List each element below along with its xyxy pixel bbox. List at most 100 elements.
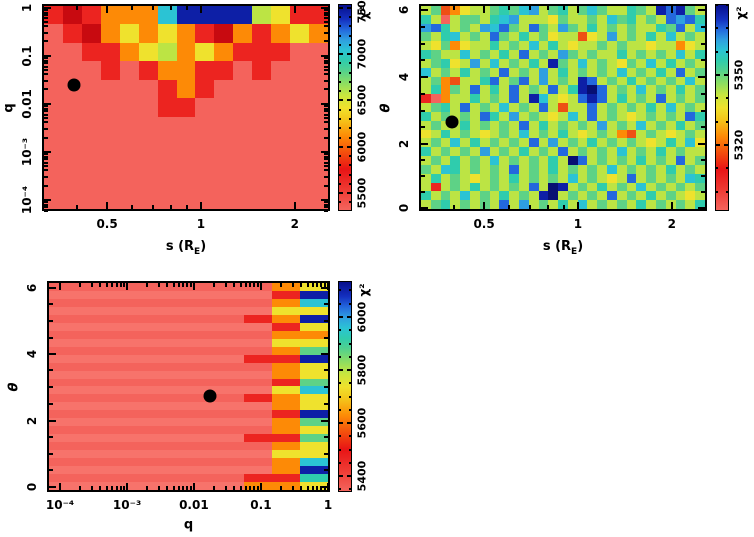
heatmap-cell bbox=[489, 138, 500, 148]
heatmap-cell bbox=[665, 111, 676, 121]
heatmap-cell bbox=[528, 138, 539, 148]
heatmap-cell bbox=[558, 129, 568, 139]
heatmap-cell bbox=[656, 182, 666, 192]
heatmap-cell bbox=[300, 418, 328, 427]
heatmap-cell bbox=[440, 191, 451, 201]
heatmap-cell bbox=[656, 191, 666, 201]
heatmap-cell bbox=[538, 191, 549, 201]
heatmap-cell bbox=[244, 378, 273, 387]
colorbar-minor-tick bbox=[339, 173, 341, 176]
heatmap-cell bbox=[538, 85, 549, 95]
heatmap-cell bbox=[685, 173, 696, 183]
heatmap-cell bbox=[160, 290, 189, 299]
heatmap-cell bbox=[528, 58, 539, 68]
y-minor-tick bbox=[44, 209, 48, 212]
heatmap-cell bbox=[675, 67, 686, 77]
heatmap-cell bbox=[244, 450, 273, 459]
x-minor-tick bbox=[105, 283, 108, 287]
heatmap-cell bbox=[626, 191, 637, 201]
heatmap-cell bbox=[100, 172, 120, 191]
colorbar-minor-tick bbox=[349, 289, 351, 292]
heatmap-cell bbox=[509, 156, 519, 165]
heatmap-cell bbox=[252, 135, 272, 154]
heatmap-cell bbox=[695, 200, 705, 209]
heatmap-cell bbox=[138, 190, 158, 209]
heatmap-cell bbox=[460, 182, 470, 192]
heatmap-cell bbox=[567, 32, 578, 42]
heatmap-cell bbox=[421, 94, 431, 104]
heatmap-cell bbox=[469, 120, 480, 130]
colorbar-major-tick bbox=[339, 422, 343, 424]
heatmap-cell bbox=[509, 191, 519, 201]
heatmap-cell bbox=[548, 14, 559, 24]
heatmap-cell bbox=[450, 138, 461, 148]
x-minor-tick bbox=[90, 283, 93, 287]
heatmap-cell bbox=[132, 418, 161, 427]
colorbar-minor-tick bbox=[339, 90, 341, 93]
heatmap-cell bbox=[216, 354, 245, 363]
x-minor-tick bbox=[115, 283, 118, 287]
heatmap-cell bbox=[450, 94, 461, 104]
heatmap-cell bbox=[44, 116, 63, 136]
x-major-tick bbox=[106, 6, 109, 13]
y-major-tick bbox=[44, 6, 51, 9]
x-minor-tick bbox=[546, 205, 549, 209]
heatmap-cell bbox=[675, 129, 686, 139]
heatmap-cell bbox=[460, 23, 470, 33]
x-minor-tick bbox=[528, 205, 531, 209]
heatmap-cell bbox=[636, 156, 647, 165]
heatmap-cell bbox=[132, 426, 161, 435]
heatmap-cell bbox=[290, 24, 310, 43]
heatmap-cell bbox=[469, 191, 480, 201]
colorbar-minor-tick bbox=[349, 201, 351, 204]
heatmap-cell bbox=[132, 442, 161, 451]
heatmap-cell bbox=[518, 120, 529, 130]
heatmap-cell bbox=[49, 450, 77, 459]
heatmap-cell bbox=[607, 120, 617, 130]
heatmap-cell bbox=[309, 172, 328, 191]
heatmap-cell bbox=[518, 14, 529, 24]
heatmap-cell bbox=[160, 466, 189, 475]
heatmap-cell bbox=[577, 32, 588, 42]
y-major-tick bbox=[44, 199, 51, 202]
heatmap-cell bbox=[44, 6, 63, 25]
y-minor-tick bbox=[324, 320, 328, 323]
heatmap-cell bbox=[252, 172, 272, 191]
heatmap-cell bbox=[587, 147, 598, 157]
heatmap-cell bbox=[233, 24, 253, 43]
heatmap-cell bbox=[469, 111, 480, 121]
heatmap-cell bbox=[300, 482, 328, 490]
heatmap-cell bbox=[469, 156, 480, 165]
heatmap-cell bbox=[216, 306, 245, 315]
heatmap-cell bbox=[76, 442, 105, 451]
heatmap-cell bbox=[132, 354, 161, 363]
x-axis-label: q bbox=[183, 517, 194, 533]
heatmap-cell bbox=[675, 50, 686, 59]
heatmap-cell bbox=[460, 147, 470, 157]
heatmap-cell bbox=[695, 164, 705, 174]
heatmap-cell bbox=[188, 314, 217, 323]
heatmap-cell bbox=[160, 330, 189, 339]
colorbar-minor-tick bbox=[339, 302, 341, 305]
y-minor-tick bbox=[324, 303, 328, 306]
y-minor-tick bbox=[44, 206, 48, 209]
heatmap-cell bbox=[214, 190, 234, 209]
heatmap-cell bbox=[244, 290, 273, 299]
heatmap-cell bbox=[548, 41, 559, 51]
heatmap-cell bbox=[577, 85, 588, 95]
heatmap-cell bbox=[469, 94, 480, 104]
heatmap-cell bbox=[636, 6, 647, 15]
heatmap-cell bbox=[636, 173, 647, 183]
x-minor-tick bbox=[172, 486, 175, 490]
heatmap-cell bbox=[587, 200, 598, 209]
heatmap-cell bbox=[548, 32, 559, 42]
heatmap-cell bbox=[587, 50, 598, 59]
x-major-tick bbox=[576, 202, 579, 209]
x-minor-tick bbox=[256, 283, 259, 287]
heatmap-cell bbox=[440, 111, 451, 121]
x-minor-tick bbox=[119, 283, 122, 287]
heatmap-cell bbox=[469, 41, 480, 51]
heatmap-cell bbox=[214, 24, 234, 43]
heatmap-cell bbox=[272, 330, 301, 339]
heatmap-cell bbox=[499, 32, 510, 42]
